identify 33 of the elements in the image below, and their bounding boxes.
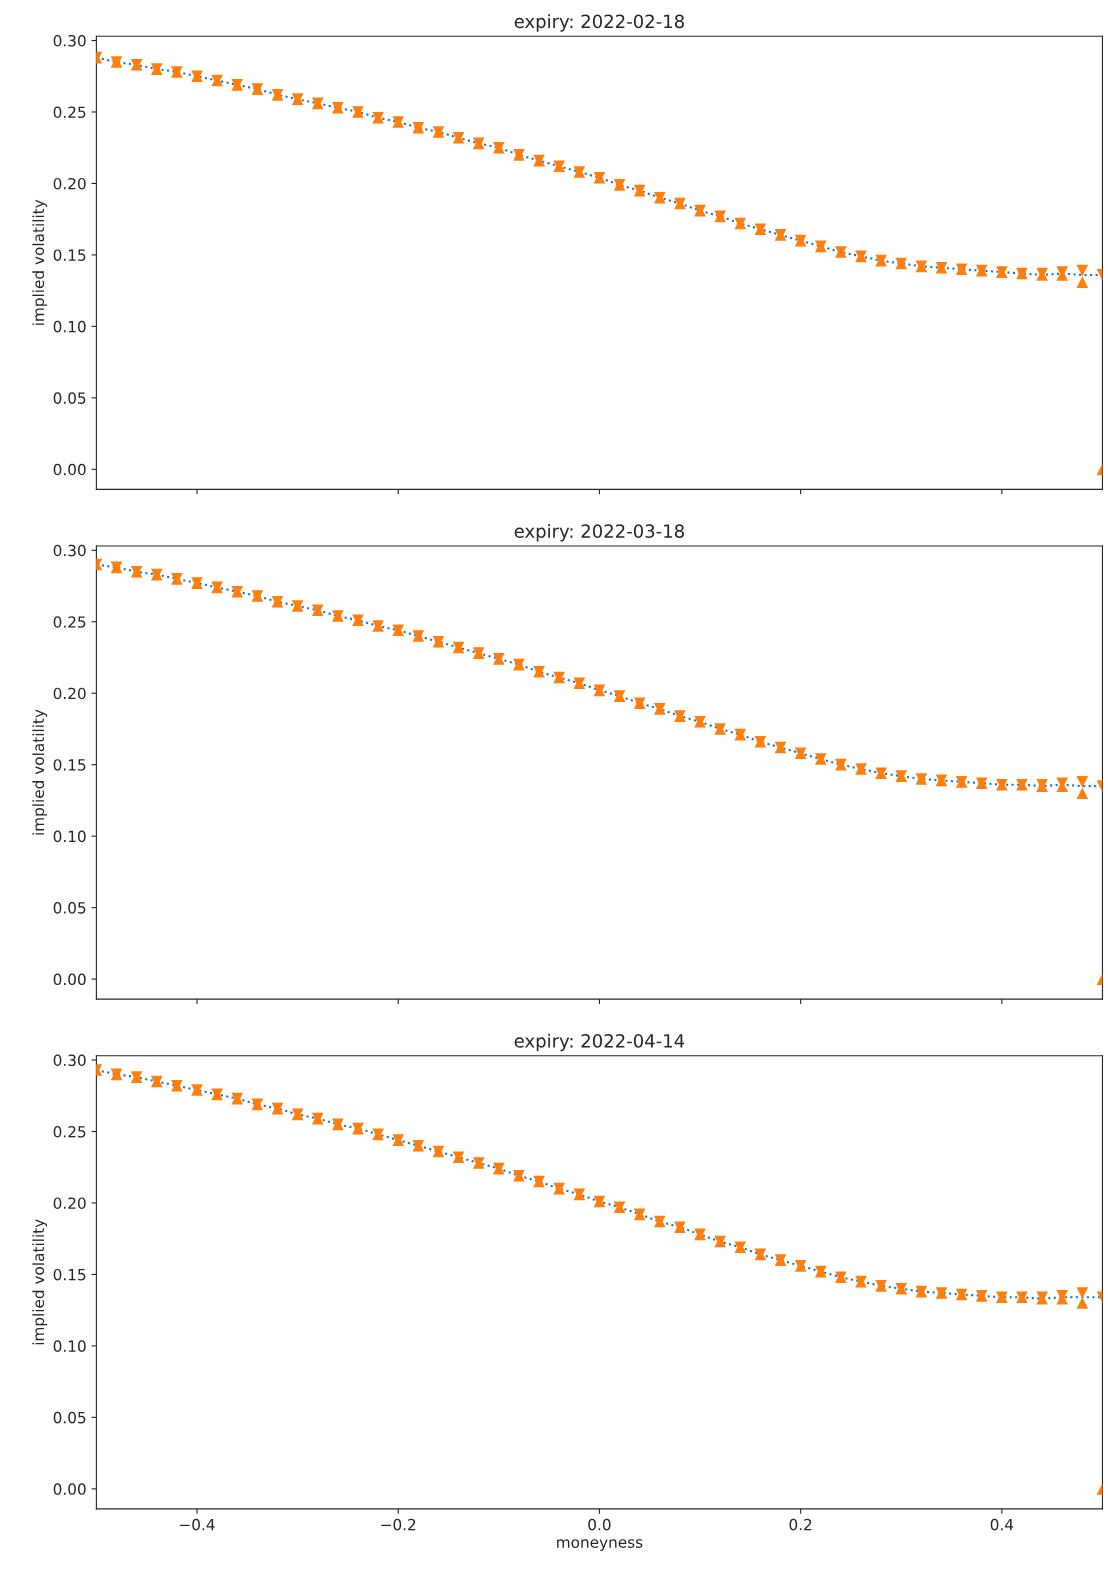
y-tick-label: 0.30 (53, 34, 86, 47)
x-tick-label: 0.2 (789, 1518, 812, 1531)
y-tick-label: 0.30 (53, 1054, 86, 1067)
y-tick-label: 0.20 (53, 687, 86, 700)
y-tick-label: 0.00 (53, 1483, 86, 1495)
y-tick-label: 0.20 (53, 177, 86, 190)
y-tick-label: 0.10 (53, 830, 86, 843)
y-tick-label: 0.30 (53, 544, 86, 557)
y-axis-title: implied volatility (32, 199, 48, 325)
x-tick-label: 0.0 (588, 1518, 611, 1531)
x-tick-label: 0.4 (990, 1518, 1014, 1531)
chart-title: expiry: 2022-03-18 (514, 523, 684, 542)
y-axis-title: implied volatility (32, 709, 48, 835)
y-tick-label: 0.15 (53, 1268, 86, 1281)
y-tick-label: 0.00 (53, 463, 86, 476)
y-tick-label: 0.25 (53, 106, 86, 118)
y-tick-label: 0.10 (53, 320, 86, 333)
y-tick-label: 0.05 (53, 902, 86, 914)
y-tick-label: 0.10 (53, 1340, 86, 1352)
x-tick-label: −0.2 (381, 1518, 416, 1531)
y-tick-label: 0.25 (53, 1125, 86, 1138)
chart-title: expiry: 2022-02-18 (514, 14, 684, 32)
y-tick-label: 0.20 (53, 1197, 86, 1209)
x-tick-label: −0.4 (180, 1518, 215, 1531)
y-tick-label: 0.15 (53, 249, 86, 261)
y-tick-label: 0.25 (53, 616, 86, 628)
y-tick-label: 0.05 (53, 392, 86, 404)
y-axis-title: implied volatility (32, 1219, 48, 1345)
chart-title: expiry: 2022-04-14 (514, 1033, 685, 1052)
y-tick-label: 0.15 (53, 759, 86, 771)
x-axis-title: moneyness (557, 1539, 643, 1551)
y-tick-label: 0.05 (53, 1411, 86, 1424)
y-tick-label: 0.00 (53, 973, 86, 986)
